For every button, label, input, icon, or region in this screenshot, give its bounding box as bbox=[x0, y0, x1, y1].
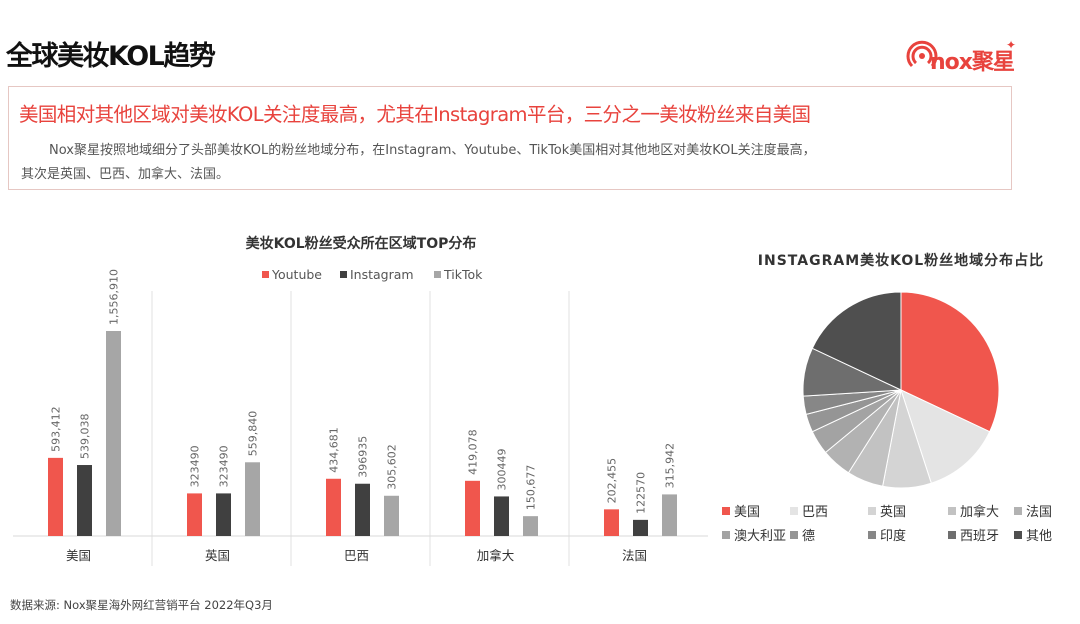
summary-callout: 美国相对其他区域对美妆KOL关注度最高，尤其在Instagram平台，三分之一美… bbox=[8, 86, 1012, 190]
data-label: 593,412 bbox=[50, 406, 63, 452]
legend-label-instagram: Instagram bbox=[350, 267, 414, 282]
summary-text: Nox聚星按照地域细分了头部美妆KOL的粉丝地域分布，在Instagram、Yo… bbox=[21, 139, 1001, 187]
pie-legend-swatch bbox=[868, 530, 876, 539]
pie-slice bbox=[811, 291, 902, 391]
logo-star-icon: ✦ bbox=[1006, 38, 1017, 52]
category-label: 巴西 bbox=[344, 548, 369, 563]
logo-text: nox聚星 bbox=[930, 50, 1015, 75]
data-label: 434,681 bbox=[328, 427, 341, 473]
data-label: 305,602 bbox=[386, 444, 399, 490]
pie-legend-label: 法国 bbox=[1026, 505, 1053, 520]
pie-legend-swatch bbox=[1014, 506, 1022, 515]
bar-youtube bbox=[604, 509, 619, 536]
pie-slice bbox=[900, 389, 991, 484]
data-label: 150,677 bbox=[525, 465, 538, 511]
data-label: 539,038 bbox=[79, 414, 92, 460]
legend-swatch-instagram bbox=[340, 271, 347, 278]
pie-legend-item: 西班牙 bbox=[948, 524, 999, 544]
bar-instagram bbox=[216, 493, 231, 536]
pie-slices bbox=[802, 291, 1000, 489]
region-bar-chart: 美妆KOL粉丝受众所在区域TOP分布 Youtube Instagram TikTo… bbox=[13, 235, 708, 566]
legend-label-tiktok: TikTok bbox=[443, 267, 483, 282]
pie-chart-title: INSTAGRAM美妆KOL粉丝地域分布占比 bbox=[758, 252, 1044, 269]
data-label: 396935 bbox=[357, 436, 370, 478]
data-label: 300449 bbox=[496, 448, 509, 490]
legend-label-youtube: Youtube bbox=[271, 267, 322, 282]
pie-legend-label: 印度 bbox=[880, 529, 907, 544]
bar-instagram bbox=[77, 465, 92, 536]
bar-instagram bbox=[355, 483, 370, 536]
nox-logo-icon bbox=[906, 40, 938, 68]
bar-youtube bbox=[326, 478, 341, 536]
category-label: 美国 bbox=[66, 548, 91, 563]
pie-legend-item: 澳大利亚 bbox=[722, 524, 786, 544]
category-label: 英国 bbox=[205, 548, 230, 563]
pie-legend-swatch bbox=[722, 506, 730, 515]
data-label: 122570 bbox=[635, 472, 648, 514]
category-label: 法国 bbox=[622, 548, 647, 563]
pie-legend-item: 巴西 bbox=[790, 500, 828, 520]
pie-legend-item: 德 bbox=[790, 524, 815, 544]
pie-legend-swatch bbox=[948, 506, 956, 515]
data-label: 202,455 bbox=[606, 458, 619, 504]
bar-chart-legend: Youtube Instagram TikTok bbox=[262, 267, 483, 282]
bar-tiktok bbox=[523, 516, 538, 536]
pie-legend-label: 澳大利亚 bbox=[734, 529, 787, 544]
data-label: 419,078 bbox=[467, 429, 480, 475]
pie-chart-legend: 美国 巴西 英国 加拿大 法国澳大利亚德 印度 西班牙 其他 bbox=[722, 500, 1062, 550]
headline: 美国相对其他区域对美妆KOL关注度最高，尤其在Instagram平台，三分之一美… bbox=[19, 103, 811, 126]
data-source: 数据来源: Nox聚星海外网红营销平台 2022年Q3月 bbox=[10, 598, 273, 612]
pie-legend-swatch bbox=[1014, 530, 1022, 539]
legend-swatch-youtube bbox=[262, 271, 269, 278]
bar-youtube bbox=[187, 493, 202, 536]
pie-legend-swatch bbox=[948, 530, 956, 539]
nox-logo: nox聚星 ✦ bbox=[902, 36, 1032, 76]
legend-swatch-tiktok bbox=[434, 271, 441, 278]
pie-legend-label: 美国 bbox=[734, 505, 761, 520]
data-label: 315,942 bbox=[664, 443, 677, 489]
data-label: 323490 bbox=[189, 445, 202, 487]
data-label: 1,556,910 bbox=[108, 269, 121, 325]
pie-legend-item: 印度 bbox=[868, 524, 906, 544]
category-label: 加拿大 bbox=[477, 548, 515, 563]
pie-legend-swatch bbox=[722, 530, 730, 539]
bar-chart-title: 美妆KOL粉丝受众所在区域TOP分布 bbox=[246, 235, 477, 252]
page-title: 全球美妆KOL趋势 bbox=[6, 41, 216, 72]
pie-legend-item: 美国 bbox=[722, 500, 760, 520]
pie-legend-label: 西班牙 bbox=[960, 529, 1000, 544]
pie-legend-item: 法国 bbox=[1014, 500, 1052, 520]
pie-legend-label: 德 bbox=[802, 529, 816, 544]
bar-instagram bbox=[633, 519, 648, 536]
bar-instagram bbox=[494, 496, 509, 536]
bar-youtube bbox=[465, 480, 480, 536]
summary-line-2: 其次是英国、巴西、加拿大、法国。 bbox=[21, 167, 230, 182]
pie-legend-item: 其他 bbox=[1014, 524, 1052, 544]
summary-line-1: Nox聚星按照地域细分了头部美妆KOL的粉丝地域分布，在Instagram、Yo… bbox=[49, 143, 816, 158]
data-label: 323490 bbox=[218, 445, 231, 487]
pie-legend-label: 其他 bbox=[1026, 529, 1053, 544]
pie-legend-swatch bbox=[868, 506, 876, 515]
pie-legend-label: 巴西 bbox=[802, 505, 829, 520]
pie-legend-item: 加拿大 bbox=[948, 500, 999, 520]
bar-tiktok bbox=[245, 462, 260, 536]
pie-legend-item: 英国 bbox=[868, 500, 906, 520]
bar-tiktok bbox=[662, 494, 677, 536]
pie-slice bbox=[900, 291, 1000, 433]
pie-legend-label: 加拿大 bbox=[960, 505, 1000, 520]
instagram-pie-chart: INSTAGRAM美妆KOL粉丝地域分布占比 bbox=[758, 252, 1044, 489]
bar-tiktok bbox=[384, 495, 399, 536]
data-label: 559,840 bbox=[247, 411, 260, 457]
pie-legend-swatch bbox=[790, 506, 798, 515]
bar-youtube bbox=[48, 457, 63, 536]
pie-legend-swatch bbox=[790, 530, 798, 539]
bar-tiktok bbox=[106, 331, 121, 536]
pie-legend-label: 英国 bbox=[880, 505, 907, 520]
